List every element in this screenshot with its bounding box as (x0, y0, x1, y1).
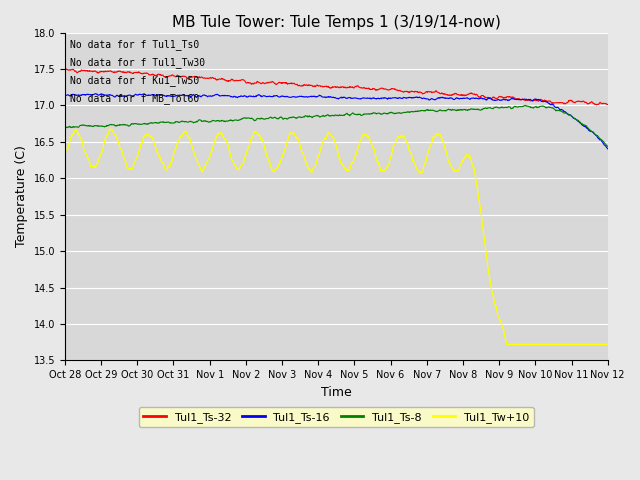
Tul1_Tw+10 (604, 342, 612, 348)
Tul1_Tw+10 (371, 147, 378, 153)
Line: Tul1_Ts-16: Tul1_Ts-16 (65, 94, 608, 149)
Tul1_Ts-32 (313, 83, 321, 89)
Line: Tul1_Ts-32: Tul1_Ts-32 (65, 69, 608, 105)
Tul1_Ts-32 (371, 86, 378, 92)
Tul1_Ts-8 (521, 103, 529, 108)
Y-axis label: Temperature (C): Temperature (C) (15, 145, 28, 247)
Tul1_Ts-16 (104, 93, 111, 98)
Tul1_Ts-8 (125, 123, 133, 129)
Tul1_Ts-32 (292, 82, 300, 87)
Tul1_Tw+10 (103, 132, 111, 138)
Tul1_Ts-8 (604, 144, 612, 149)
Tul1_Ts-32 (604, 102, 612, 108)
Title: MB Tule Tower: Tule Temps 1 (3/19/14-now): MB Tule Tower: Tule Temps 1 (3/19/14-now… (172, 15, 500, 30)
Tul1_Ts-16 (292, 95, 300, 100)
Tul1_Ts-8 (312, 113, 320, 119)
Tul1_Ts-8 (370, 110, 378, 116)
Tul1_Ts-16 (371, 95, 378, 101)
Tul1_Ts-32 (593, 102, 600, 108)
Tul1_Ts-16 (303, 94, 310, 100)
Tul1_Ts-16 (313, 94, 321, 100)
Tul1_Ts-32 (61, 67, 68, 72)
Tul1_Ts-8 (103, 123, 111, 129)
Tul1_Tw+10 (108, 126, 115, 132)
Tul1_Ts-32 (104, 68, 111, 74)
Tul1_Tw+10 (61, 150, 68, 156)
Text: No data for f Tul1_Tw30: No data for f Tul1_Tw30 (70, 57, 205, 68)
Tul1_Ts-32 (303, 82, 310, 88)
Tul1_Tw+10 (125, 165, 133, 171)
X-axis label: Time: Time (321, 386, 352, 399)
Legend: Tul1_Ts-32, Tul1_Ts-16, Tul1_Ts-8, Tul1_Tw+10: Tul1_Ts-32, Tul1_Ts-16, Tul1_Ts-8, Tul1_… (139, 407, 534, 427)
Tul1_Ts-16 (604, 146, 612, 152)
Tul1_Ts-32 (63, 66, 70, 72)
Tul1_Tw+10 (292, 134, 300, 140)
Tul1_Tw+10 (503, 342, 511, 348)
Text: No data for f Tul1_Ts0: No data for f Tul1_Ts0 (70, 39, 200, 50)
Tul1_Tw+10 (303, 162, 310, 168)
Tul1_Ts-8 (303, 113, 310, 119)
Tul1_Tw+10 (313, 159, 321, 165)
Text: No data for f MB_Tol60: No data for f MB_Tol60 (70, 93, 200, 104)
Tul1_Ts-16 (61, 93, 68, 98)
Tul1_Ts-16 (125, 92, 133, 98)
Text: No data for f Ku1_Tw50: No data for f Ku1_Tw50 (70, 75, 200, 86)
Tul1_Ts-8 (61, 124, 68, 130)
Line: Tul1_Ts-8: Tul1_Ts-8 (65, 106, 608, 146)
Tul1_Ts-8 (291, 115, 299, 120)
Tul1_Ts-16 (92, 91, 99, 96)
Tul1_Ts-32 (125, 69, 133, 75)
Line: Tul1_Tw+10: Tul1_Tw+10 (65, 129, 608, 345)
